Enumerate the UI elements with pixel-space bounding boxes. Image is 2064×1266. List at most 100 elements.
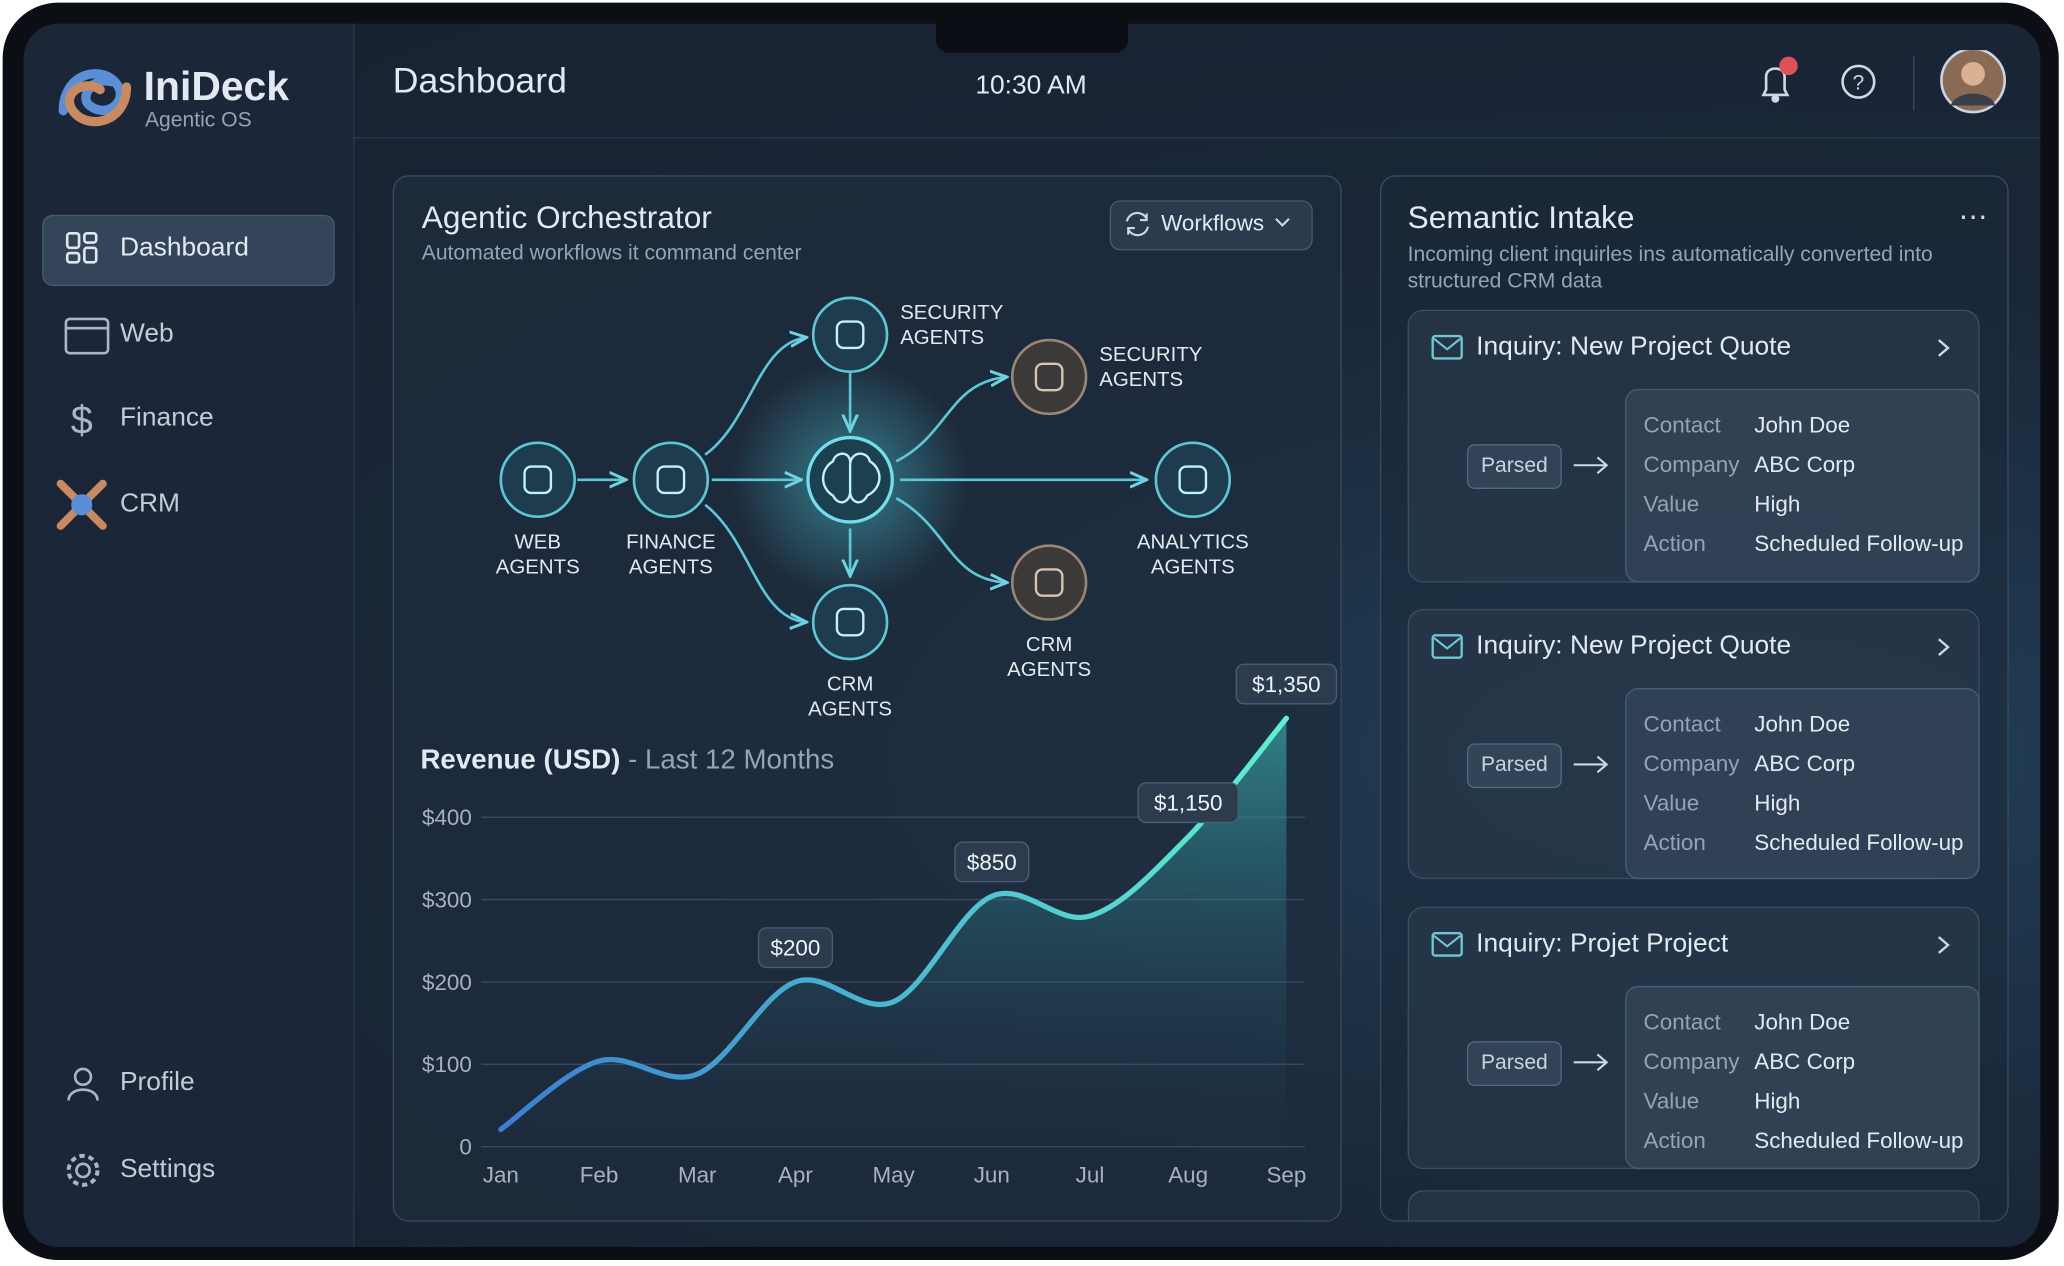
field-key: Contact [1643, 412, 1721, 438]
brand-name: IniDeck [143, 63, 290, 110]
nav-item[interactable]: CRM [119, 488, 180, 518]
agent-label: SECURITY [900, 302, 1004, 324]
annotation-label: $1,150 [1154, 791, 1222, 816]
nav-icon [65, 231, 98, 264]
inquiry-title: Inquiry: Projet Project [1476, 929, 1729, 959]
agent-icon [523, 465, 553, 495]
field-value: High [1754, 1088, 1801, 1114]
header-icons: ? [1761, 50, 2007, 114]
parsed-arrow [1573, 1053, 1609, 1072]
agent-node [811, 583, 889, 661]
intake-subtitle: Incoming client inquirles ins automatica… [1407, 243, 1933, 293]
agent-icon [835, 607, 865, 637]
agent-node [811, 296, 889, 373]
field-key: Company [1643, 751, 1740, 777]
agent-node [1154, 441, 1232, 518]
annotation-label: $200 [771, 936, 821, 961]
parsed-status: Parsed [1466, 444, 1562, 489]
agent-node [499, 441, 576, 518]
brand-subtitle: Agentic OS [144, 109, 252, 132]
nav-icon [56, 479, 107, 530]
avatar-button[interactable] [1940, 50, 2007, 114]
parsed-fields [1625, 688, 1980, 880]
field-value: John Doe [1754, 711, 1851, 737]
flow-arrow [704, 337, 806, 456]
field-value: High [1754, 790, 1801, 816]
page-title: Dashboard [392, 60, 567, 101]
more-menu[interactable]: ⋯ [1958, 200, 1988, 234]
footer-icon [66, 1153, 100, 1187]
agent-label: AGENTS [808, 699, 892, 721]
field-key: Company [1643, 1049, 1740, 1075]
footer-icon [67, 1067, 99, 1101]
partial-card [1407, 1190, 1980, 1221]
flow-arrow [704, 503, 806, 622]
workflows-icon [1125, 211, 1150, 237]
annotation-box [757, 927, 833, 969]
brand-logo [58, 69, 132, 127]
notifications-button[interactable] [1761, 56, 1798, 103]
nav-item[interactable]: Dashboard [119, 233, 249, 263]
agent-label: CRM [1026, 634, 1072, 656]
flow-arrow [895, 377, 1007, 463]
annotation-label: $850 [967, 850, 1017, 875]
parsed-fields [1625, 985, 1980, 1170]
annotation-label: $1,350 [1252, 672, 1320, 697]
agent-label: FINANCE [626, 531, 716, 553]
field-key: Contact [1643, 711, 1721, 737]
inquiry-title: Inquiry: New Project Quote [1476, 631, 1792, 661]
svg-text:?: ? [1853, 72, 1865, 95]
field-value: John Doe [1754, 412, 1851, 438]
inquiry-icon [1431, 334, 1463, 360]
brain-icon [821, 452, 881, 504]
agent-label: AGENTS [1151, 556, 1235, 578]
field-value: ABC Corp [1754, 1049, 1856, 1075]
help-button[interactable]: ? [1841, 64, 1876, 99]
field-key: Contact [1643, 1009, 1721, 1035]
agent-label: AGENTS [1099, 369, 1183, 391]
agent-icon [1178, 465, 1208, 495]
parsed-status: Parsed [1466, 1041, 1562, 1087]
workflows-button[interactable] [1109, 200, 1313, 251]
x-tick-label: Jul [1076, 1162, 1105, 1187]
x-tick-label: Apr [778, 1162, 813, 1187]
agent-label: ANALYTICS [1137, 531, 1249, 553]
annotation-box [1235, 663, 1338, 705]
clock: 10:30 AM [975, 71, 1087, 101]
intake-title: Semantic Intake [1407, 200, 1635, 236]
revenue-area [500, 718, 1287, 1147]
x-tick-label: Aug [1168, 1162, 1208, 1187]
y-tick-label: $100 [422, 1052, 472, 1077]
x-tick-label: Mar [678, 1162, 717, 1187]
revenue-line [498, 715, 1290, 1133]
footer-nav-item[interactable]: Settings [119, 1154, 216, 1184]
nav-item[interactable]: Finance [119, 403, 214, 433]
parsed-fields [1625, 388, 1980, 583]
field-key: Value [1643, 1088, 1700, 1114]
field-value: ABC Corp [1754, 751, 1856, 777]
dropdown-chevron [1275, 218, 1290, 227]
nav-item[interactable]: Web [119, 318, 174, 348]
field-key: Value [1643, 491, 1700, 517]
orchestrator-subtitle: Automated workflows it command center [421, 242, 802, 265]
y-tick-label: $300 [422, 887, 472, 912]
annotation-box [1137, 782, 1239, 824]
field-key: Value [1643, 790, 1700, 816]
open-chevron [1938, 638, 1950, 656]
agent-label: AGENTS [496, 556, 580, 578]
y-tick-label: $400 [422, 805, 472, 830]
annotation-box [954, 841, 1030, 883]
parsed-arrow [1573, 755, 1609, 774]
inquiry-icon [1431, 931, 1463, 957]
top-bar [353, 24, 2041, 139]
field-value: Scheduled Follow-up [1754, 830, 1964, 856]
field-key: Action [1643, 531, 1706, 557]
agent-label: WEB [515, 531, 561, 553]
footer-nav-item[interactable]: Profile [119, 1067, 195, 1097]
agent-label: SECURITY [1099, 344, 1203, 366]
field-value: Scheduled Follow-up [1754, 1128, 1964, 1154]
x-tick-label: Jan [483, 1162, 519, 1187]
svg-text:$: $ [71, 399, 93, 442]
